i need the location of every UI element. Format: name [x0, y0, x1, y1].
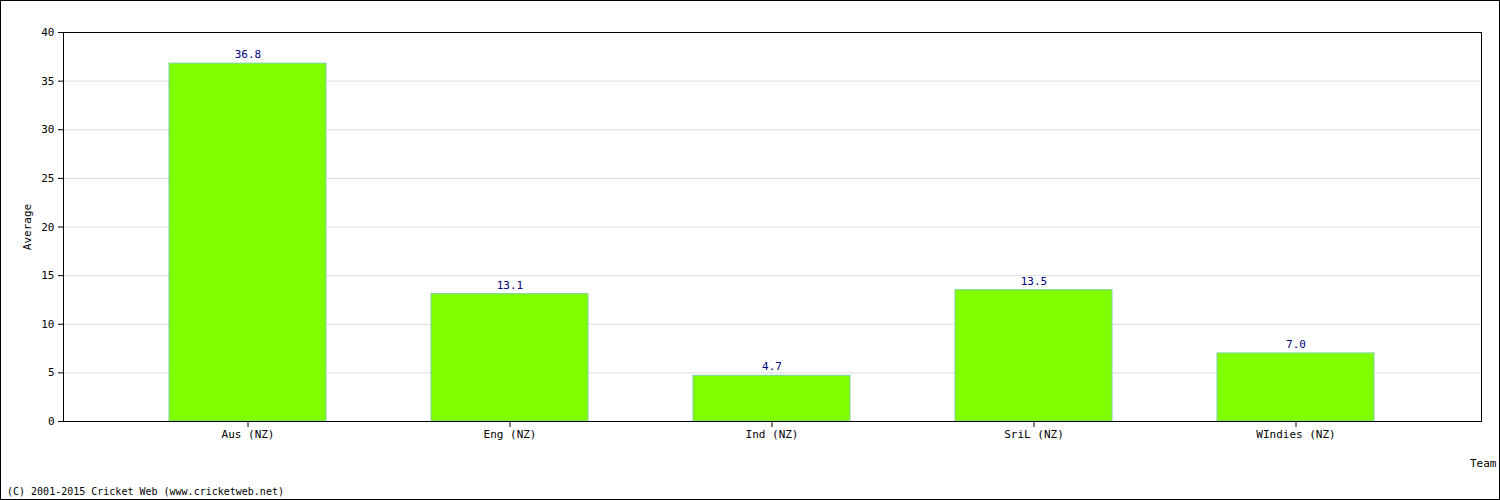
- svg-text:Aus (NZ): Aus (NZ): [222, 428, 275, 441]
- html-text:(C) 2001-2015 Cricket Web (www: (C) 2001-2015 Cricket Web (www.cricketwe…: [7, 486, 284, 497]
- svg-text:4.7: 4.7: [762, 360, 782, 373]
- svg-text:Team: Team: [1470, 457, 1497, 470]
- svg-text:7.0: 7.0: [1286, 338, 1306, 351]
- svg-text:15: 15: [41, 269, 54, 282]
- svg-text:13.5: 13.5: [1021, 275, 1048, 288]
- svg-text:5: 5: [48, 366, 55, 379]
- svg-text:SriL (NZ): SriL (NZ): [1004, 428, 1064, 441]
- svg-text:25: 25: [41, 172, 54, 185]
- svg-text:WIndies (NZ): WIndies (NZ): [1256, 428, 1335, 441]
- svg-text:36.8: 36.8: [235, 48, 262, 61]
- svg-text:Eng (NZ): Eng (NZ): [484, 428, 537, 441]
- svg-text:40: 40: [41, 26, 54, 39]
- svg-text:10: 10: [41, 318, 54, 331]
- svg-text:13.1: 13.1: [497, 279, 524, 292]
- svg-text:Ind (NZ): Ind (NZ): [746, 428, 799, 441]
- svg-text:20: 20: [41, 221, 54, 234]
- svg-text:35: 35: [41, 75, 54, 88]
- svg-text:Average: Average: [21, 204, 34, 250]
- svg-text:0: 0: [48, 415, 55, 428]
- svg-text:30: 30: [41, 123, 54, 136]
